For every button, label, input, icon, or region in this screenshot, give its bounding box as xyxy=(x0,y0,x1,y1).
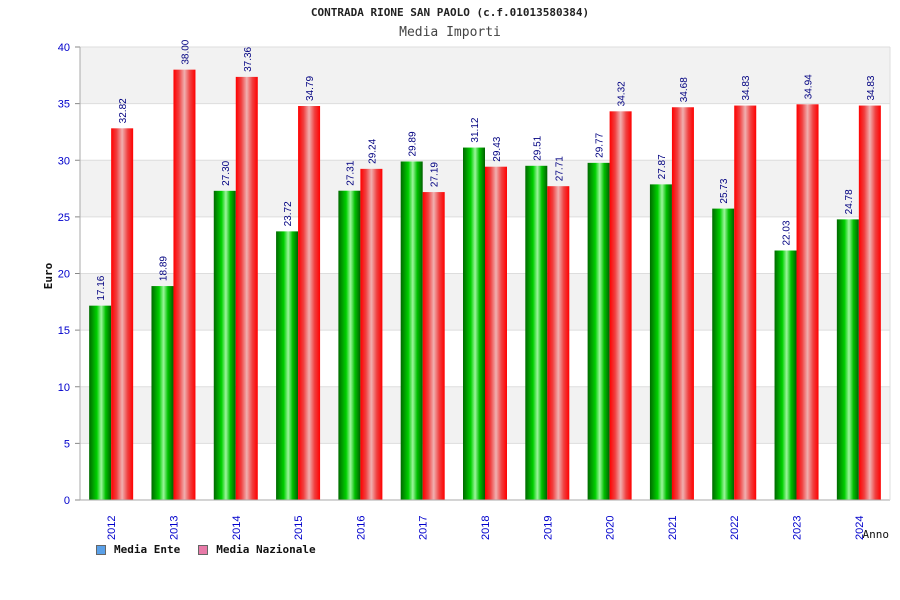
y-tick-label: 25 xyxy=(58,212,70,224)
bar-nazionale xyxy=(111,128,134,500)
x-tick-label: 2024 xyxy=(854,516,866,540)
data-label: 29.89 xyxy=(408,131,419,156)
data-label: 24.78 xyxy=(844,189,855,214)
y-tick-label: 10 xyxy=(58,382,70,394)
data-label: 37.36 xyxy=(243,46,254,71)
y-tick-label: 30 xyxy=(58,155,70,167)
legend-swatch-nazionale xyxy=(198,544,209,555)
y-tick-label: 35 xyxy=(58,99,70,111)
data-label: 34.32 xyxy=(617,81,628,106)
chart-subtitle: Media Importi xyxy=(399,25,501,40)
x-tick-label: 2015 xyxy=(293,516,305,540)
y-tick-label: 40 xyxy=(58,42,70,54)
bar-ente xyxy=(463,147,485,501)
data-label: 27.30 xyxy=(221,160,232,185)
bar-ente xyxy=(525,165,548,500)
bar-nazionale xyxy=(671,107,694,501)
x-tick-label: 2019 xyxy=(542,516,554,540)
data-label: 29.51 xyxy=(532,135,543,160)
data-label: 38.00 xyxy=(180,39,191,64)
chart-title: CONTRADA RIONE SAN PAOLO (c.f.0101358038… xyxy=(310,6,590,19)
x-tick-label: 2017 xyxy=(418,516,430,540)
data-label: 22.03 xyxy=(782,220,793,245)
bar-nazionale xyxy=(422,192,445,501)
y-tick-label: 0 xyxy=(64,495,70,507)
x-axis-label: Anno xyxy=(863,528,890,541)
data-label: 34.94 xyxy=(804,74,815,99)
legend-swatch-ente xyxy=(96,544,106,555)
data-label: 27.87 xyxy=(657,154,668,179)
y-axis-label: Euro xyxy=(42,262,55,289)
x-tick-label: 2018 xyxy=(480,516,492,540)
bar-ente xyxy=(587,162,610,501)
data-label: 27.71 xyxy=(554,156,565,181)
data-label: 23.72 xyxy=(283,201,294,226)
data-label: 34.83 xyxy=(866,75,877,100)
bar-nazionale xyxy=(547,186,570,500)
bar-nazionale xyxy=(858,105,881,501)
bar-ente xyxy=(276,231,299,500)
x-tick-label: 2021 xyxy=(667,516,679,540)
bar-ente xyxy=(712,208,735,500)
plot-band xyxy=(80,47,890,104)
bar-ente xyxy=(213,190,236,500)
data-label: 32.82 xyxy=(118,98,129,123)
legend-item-nazionale: Media Nazionale xyxy=(198,543,316,556)
data-label: 18.89 xyxy=(158,256,169,281)
data-label: 34.83 xyxy=(741,75,752,100)
bar-ente xyxy=(649,184,672,500)
data-label: 27.31 xyxy=(345,160,356,185)
legend: Media Ente Media Nazionale xyxy=(96,543,316,556)
x-tick-label: 2013 xyxy=(168,516,180,540)
data-label: 31.12 xyxy=(470,117,481,142)
y-tick-label: 20 xyxy=(58,269,70,281)
bar-ente xyxy=(338,190,361,501)
bar-nazionale xyxy=(796,104,819,500)
data-label: 17.16 xyxy=(96,275,107,300)
legend-label-ente: Media Ente xyxy=(114,543,181,556)
x-tick-label: 2014 xyxy=(231,516,243,540)
bar-nazionale xyxy=(235,76,258,500)
bar-ente xyxy=(151,286,174,500)
y-tick-label: 5 xyxy=(64,438,70,450)
data-label: 34.68 xyxy=(679,77,690,102)
bar-ente xyxy=(774,250,797,500)
data-label: 25.73 xyxy=(719,178,730,203)
data-label: 29.24 xyxy=(367,138,378,163)
bar-nazionale xyxy=(173,69,196,501)
legend-label-nazionale: Media Nazionale xyxy=(216,543,316,556)
bar-ente xyxy=(400,161,423,501)
x-tick-label: 2020 xyxy=(605,516,617,540)
x-tick-label: 2022 xyxy=(729,516,741,540)
data-label: 29.43 xyxy=(492,136,503,161)
data-label: 29.77 xyxy=(595,132,606,157)
legend-item-ente: Media Ente xyxy=(96,543,180,556)
bar-nazionale xyxy=(485,166,507,500)
x-tick-label: 2012 xyxy=(106,516,118,540)
x-tick-label: 2023 xyxy=(792,516,804,540)
bar-nazionale xyxy=(609,111,632,501)
data-label: 27.19 xyxy=(430,162,441,187)
bar-ente xyxy=(836,219,859,500)
data-label: 34.79 xyxy=(305,76,316,101)
x-tick-label: 2016 xyxy=(355,516,367,540)
bar-ente xyxy=(89,305,112,500)
bar-nazionale xyxy=(360,168,383,500)
y-tick-label: 15 xyxy=(58,325,70,337)
bar-nazionale xyxy=(298,106,321,501)
bar-nazionale xyxy=(734,105,757,501)
